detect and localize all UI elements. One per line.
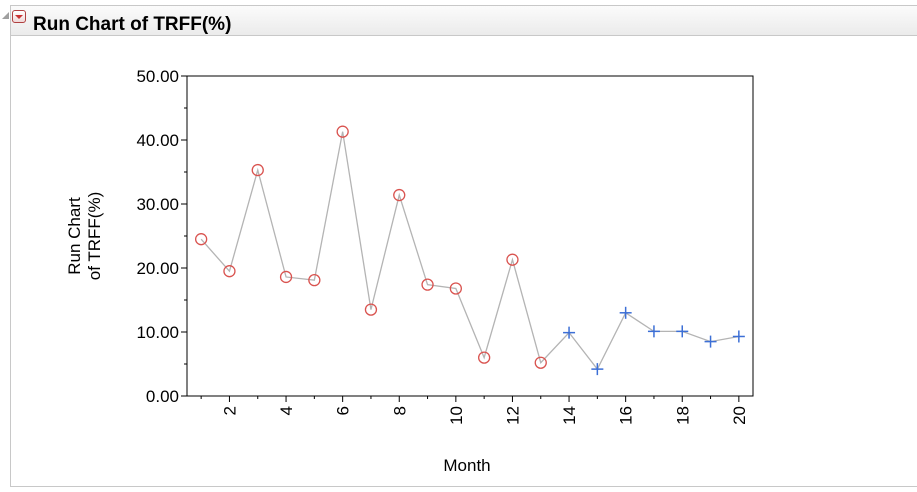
data-point-circle — [223, 265, 236, 278]
y-tick-label: 40.00 — [136, 131, 179, 150]
chart-panel — [10, 35, 917, 487]
data-point-plus — [647, 325, 660, 338]
y-tick-label: 0.00 — [146, 387, 179, 406]
data-point-circle — [506, 253, 519, 266]
data-point-circle — [421, 278, 434, 291]
data-point-circle — [364, 303, 378, 316]
data-point-circle — [534, 356, 547, 369]
data-point-circle — [251, 163, 264, 177]
red-triangle-menu-icon[interactable] — [12, 10, 26, 23]
data-point-circle — [308, 274, 321, 287]
data-point-plus — [676, 325, 689, 338]
data-point-plus — [619, 306, 632, 319]
y-tick-label: 20.00 — [136, 259, 179, 278]
x-tick-label: 10 — [447, 406, 466, 425]
data-point-plus — [704, 335, 717, 348]
data-point-plus — [563, 326, 576, 339]
data-point-circle — [279, 270, 293, 284]
data-point-circle — [449, 282, 463, 295]
plot-frame — [186, 75, 754, 397]
y-tick-label: 10.00 — [136, 323, 179, 342]
x-tick-label: 20 — [730, 406, 749, 425]
x-tick-label: 6 — [334, 406, 353, 415]
x-tick-label: 4 — [277, 406, 296, 415]
x-tick-label: 16 — [617, 406, 636, 425]
chart-title: Run Chart of TRFF(%) — [33, 14, 232, 35]
data-point-circle — [393, 188, 406, 202]
disclosure-triangle-icon[interactable] — [2, 12, 9, 19]
x-axis-label: Month — [443, 456, 490, 475]
series-lines — [200, 131, 739, 371]
y-axis-label-line1: Run Chart — [65, 197, 84, 275]
y-tick-label: 30.00 — [136, 195, 179, 214]
y-axis-label-line2: of TRFF(%) — [85, 192, 104, 280]
data-point-plus — [732, 330, 745, 343]
x-tick-label: 2 — [220, 406, 239, 415]
x-tick-label: 8 — [390, 406, 409, 415]
title-bar — [10, 5, 917, 36]
data-point-circle — [477, 351, 491, 364]
x-tick-label: 14 — [560, 406, 579, 425]
x-tick-label: 12 — [503, 406, 522, 425]
y-tick-label: 50.00 — [136, 67, 179, 86]
run-line — [200, 131, 739, 371]
data-point-circle — [336, 125, 349, 138]
y-axis: 0.00 10.00 20.00 30.00 40.00 50.00 — [136, 67, 187, 406]
x-tick-label: 18 — [673, 406, 692, 425]
x-axis: 2 4 6 8 10 12 14 16 18 20 — [200, 396, 749, 425]
data-point-circle — [194, 233, 208, 246]
data-markers — [194, 125, 745, 376]
data-point-plus — [591, 363, 604, 376]
outline-header: Run Chart of TRFF(%) — [0, 0, 917, 36]
